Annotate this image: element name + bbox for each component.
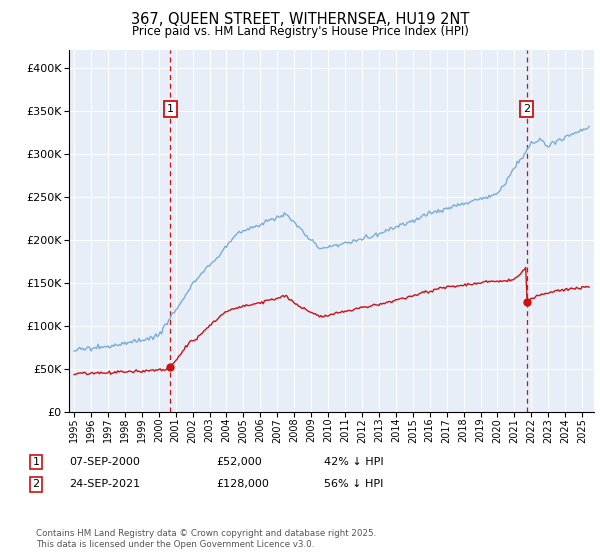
Text: 56% ↓ HPI: 56% ↓ HPI	[324, 479, 383, 489]
Text: Contains HM Land Registry data © Crown copyright and database right 2025.
This d: Contains HM Land Registry data © Crown c…	[36, 529, 376, 549]
Text: 1: 1	[167, 104, 174, 114]
Text: 24-SEP-2021: 24-SEP-2021	[69, 479, 140, 489]
Text: 1: 1	[32, 457, 40, 467]
Text: £128,000: £128,000	[216, 479, 269, 489]
Text: 2: 2	[523, 104, 530, 114]
Text: 2: 2	[32, 479, 40, 489]
Text: Price paid vs. HM Land Registry's House Price Index (HPI): Price paid vs. HM Land Registry's House …	[131, 25, 469, 38]
Text: 07-SEP-2000: 07-SEP-2000	[69, 457, 140, 467]
Text: 367, QUEEN STREET, WITHERNSEA, HU19 2NT: 367, QUEEN STREET, WITHERNSEA, HU19 2NT	[131, 12, 469, 27]
Text: 42% ↓ HPI: 42% ↓ HPI	[324, 457, 383, 467]
Text: £52,000: £52,000	[216, 457, 262, 467]
